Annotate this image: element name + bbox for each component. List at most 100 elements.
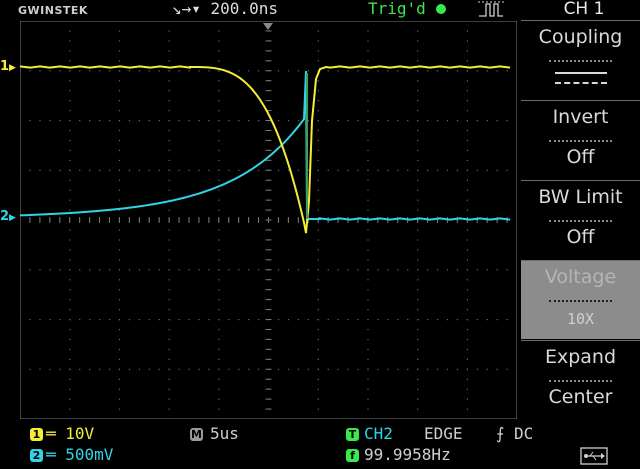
grid-dot <box>417 40 419 42</box>
grid-dot <box>118 50 121 52</box>
ch2-level-marker[interactable]: 2▶ <box>0 209 16 224</box>
grid-dot <box>277 169 280 171</box>
grid-dot <box>248 120 250 122</box>
grid-dot <box>168 378 170 380</box>
grid-dot <box>198 120 200 122</box>
grid-dot <box>258 120 260 122</box>
grid-dot <box>79 120 81 122</box>
bw-limit-menu-button[interactable]: BW Limit Off <box>521 180 640 259</box>
grid-dot <box>317 249 319 251</box>
grid-dot <box>118 279 121 281</box>
grid-dot <box>317 189 319 191</box>
grid-dot <box>69 21 71 22</box>
coupling-menu-button[interactable]: Coupling DC <box>521 20 640 99</box>
grid-dot <box>327 169 329 171</box>
grid-dot <box>138 169 140 171</box>
grid-dot <box>417 139 419 142</box>
grid-dot <box>466 21 468 22</box>
waveform-display[interactable] <box>20 21 517 419</box>
grid-dot <box>367 299 369 301</box>
grid-dot <box>108 269 111 271</box>
grid-dot <box>238 319 240 321</box>
grid-dot <box>99 368 101 370</box>
grid-dot <box>466 189 468 191</box>
grid-dot <box>79 70 81 72</box>
timebase-position: ↘→▾ 200.0ns <box>172 0 278 18</box>
grid-dot <box>297 70 300 72</box>
grid-dot <box>158 319 160 321</box>
grid-dot <box>317 388 319 390</box>
grid-dot <box>168 249 170 251</box>
grid-dot <box>118 209 121 211</box>
grid-dot <box>506 269 508 271</box>
grid-dot <box>218 388 220 390</box>
invert-menu-button[interactable]: Invert Off <box>521 100 640 179</box>
grid-dot <box>357 319 359 321</box>
grid-dot <box>228 368 230 370</box>
grid-dot <box>307 319 309 321</box>
grid-dot <box>337 319 339 321</box>
grid-dot <box>198 269 200 271</box>
grid-dot <box>367 259 369 261</box>
grid-dot <box>20 319 21 321</box>
grid-dot <box>436 70 439 72</box>
grid-dot <box>427 70 429 72</box>
grid-dot <box>427 269 429 271</box>
grid-dot <box>158 368 160 370</box>
grid-dot <box>99 269 101 271</box>
trigger-position-marker[interactable] <box>263 23 273 30</box>
grid-dot <box>417 169 419 171</box>
grid-dot <box>466 319 468 321</box>
usb-icon <box>580 447 608 469</box>
grid-dot <box>168 259 170 261</box>
grid-dot <box>168 139 170 142</box>
grid-dot <box>69 60 71 62</box>
expand-menu-button[interactable]: Expand Center <box>521 340 640 419</box>
grid-dot <box>417 159 419 161</box>
grid-dot <box>486 319 488 321</box>
grid-dot <box>367 110 369 112</box>
grid-dot <box>89 120 91 122</box>
grid-dot <box>436 269 439 271</box>
grid-dot <box>367 309 369 311</box>
grid-dot <box>516 269 517 271</box>
bottom-status-bar: 1 ═ 10V 2 ═ 500mV M 5us T CH2 EDGE ⨍ DC … <box>0 421 640 468</box>
grid-dot <box>118 60 121 62</box>
ch1-level-marker[interactable]: 1▶ <box>0 59 16 74</box>
voltage-menu-button[interactable]: Voltage 10X <box>521 260 640 339</box>
ch1-waveform <box>20 65 511 234</box>
grid-dot <box>69 30 71 32</box>
grid-dot <box>218 319 220 321</box>
grid-dot <box>118 299 121 301</box>
grid-dot <box>188 169 190 171</box>
grid-dot <box>168 358 170 360</box>
grid-dot <box>466 60 468 62</box>
grid-dot <box>118 189 121 191</box>
grid-dot <box>238 368 240 370</box>
grid-dot <box>417 149 419 152</box>
grid-dot <box>466 368 468 370</box>
grid-dot <box>317 90 319 92</box>
grid-dot <box>367 199 369 201</box>
grid-dot <box>99 70 101 72</box>
grid-dot <box>456 70 459 72</box>
grid-dot <box>49 269 51 271</box>
grid-dot <box>218 358 220 360</box>
grid-dot <box>466 159 468 161</box>
grid-dot <box>486 169 488 171</box>
grid-dot <box>118 328 121 331</box>
grid-dot <box>218 179 220 181</box>
grid-dot <box>69 289 71 291</box>
grid-dot <box>218 309 220 311</box>
grid-dot <box>347 368 349 370</box>
grid-dot <box>168 90 170 92</box>
grid-dot <box>476 319 478 321</box>
grid-dot <box>218 50 220 52</box>
grid-dot <box>367 189 369 191</box>
grid-dot <box>317 159 319 161</box>
top-status-bar: GWINSTEK ↘→▾ 200.0ns Trig'd CH 1 <box>0 0 640 20</box>
grid-dot <box>317 229 319 231</box>
grid-dot <box>337 269 339 271</box>
grid-dot <box>417 229 419 231</box>
grid-dot <box>118 239 121 241</box>
